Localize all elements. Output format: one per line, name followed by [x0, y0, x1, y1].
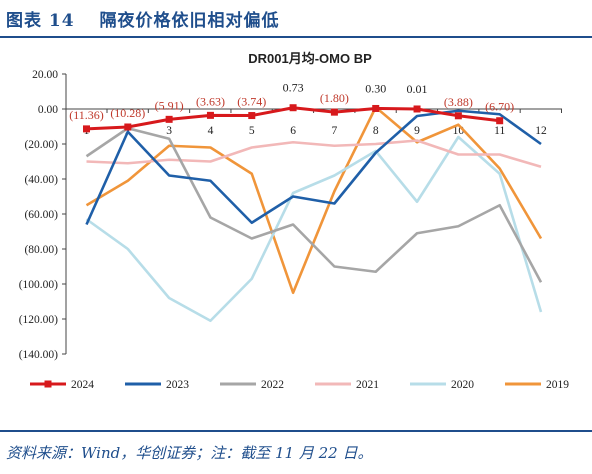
series-line-2020 [85, 135, 543, 323]
data-point-2024 [372, 104, 380, 112]
series-line-2022 [85, 126, 543, 283]
legend-label-2024: 2024 [71, 379, 94, 391]
y-tick-label: (40.00) [24, 174, 58, 186]
series-line-2023 [85, 109, 542, 226]
x-tick-label: 3 [166, 125, 172, 137]
y-axis: 20.00 0.00 (20.00) (40.00) (60.00) (80.00) (10… [19, 69, 66, 361]
data-point-2024 [454, 112, 462, 120]
legend: 2024 2023 2022 2021 2020 2019 [30, 379, 569, 391]
data-point-2024 [83, 125, 90, 133]
y-tick-label: (60.00) [24, 209, 58, 221]
y-tick-label: (100.00) [19, 279, 58, 291]
data-point-2024 [248, 112, 256, 120]
data-label-2024: 0.73 [283, 81, 304, 95]
y-tick-label: 0.00 [38, 104, 58, 116]
data-label-2024: (6.70) [485, 100, 514, 114]
figure-title: 图表 14 隔夜价格依旧相对偏低 [6, 11, 280, 31]
series-line-2021 [86, 139, 542, 168]
y-tick-label: (140.00) [19, 349, 58, 361]
data-point-2024 [206, 111, 214, 119]
data-point-2024 [330, 108, 338, 116]
x-tick-label: 5 [249, 125, 255, 137]
legend-marker-2024 [44, 380, 52, 388]
y-tick-label: (80.00) [24, 244, 58, 256]
data-label-2024: (11.36) [69, 108, 104, 122]
data-point-2024 [496, 117, 504, 125]
x-tick-label: 11 [494, 125, 505, 137]
x-tick-label: 7 [332, 125, 338, 137]
x-tick-label: 6 [290, 125, 296, 137]
data-label-2024: 0.01 [407, 82, 428, 96]
data-label-2024: (5.91) [155, 98, 184, 112]
source-note: 资料来源：Wind，华创证券；注：截至 11 月 22 日。 [6, 444, 373, 462]
x-tick-label: 12 [535, 125, 547, 137]
data-label-2024: 0.30 [365, 81, 386, 95]
data-label-2024: (10.28) [110, 106, 145, 120]
line-chart: DR001月均-OMO BP 20.00 0.00 (20.00) (40.00) (6… [19, 51, 570, 391]
legend-label-2020: 2020 [451, 379, 474, 391]
x-tick-label: 10 [453, 125, 465, 137]
legend-label-2023: 2023 [166, 379, 189, 391]
data-point-2024 [289, 104, 297, 112]
top-divider [0, 36, 592, 38]
y-tick-label: 20.00 [32, 69, 58, 81]
legend-label-2019: 2019 [546, 379, 569, 391]
chart-title: DR001月均-OMO BP [248, 51, 372, 66]
legend-label-2022: 2022 [261, 379, 284, 391]
data-point-2024 [124, 123, 132, 131]
data-point-2024 [165, 115, 173, 123]
x-tick-label: 9 [414, 125, 420, 137]
x-tick-label: 8 [373, 125, 379, 137]
series-line-2019 [85, 105, 543, 295]
legend-label-2021: 2021 [356, 379, 379, 391]
series-lines [83, 104, 543, 323]
y-tick-label: (20.00) [24, 139, 58, 151]
data-point-2024 [413, 105, 421, 113]
data-label-2024: (3.88) [444, 95, 473, 109]
y-tick-label: (120.00) [19, 314, 58, 326]
data-label-2024: (3.74) [237, 95, 266, 109]
bottom-divider [0, 430, 592, 432]
data-label-2024: (3.63) [196, 94, 225, 108]
data-labels: (11.36) (10.28) (5.91) (3.63) (3.74) 0.73 (1.8… [69, 81, 514, 122]
x-tick-label: 4 [208, 125, 214, 137]
data-label-2024: (1.80) [320, 91, 349, 105]
